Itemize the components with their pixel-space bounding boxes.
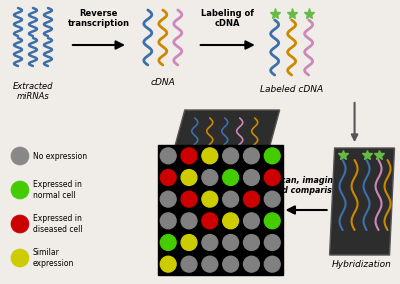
Circle shape: [181, 256, 197, 272]
Circle shape: [181, 191, 197, 207]
Circle shape: [202, 170, 218, 185]
Circle shape: [181, 213, 197, 229]
Circle shape: [244, 170, 259, 185]
Circle shape: [244, 148, 259, 164]
Text: cDNA: cDNA: [150, 78, 175, 87]
Circle shape: [264, 235, 280, 250]
Text: Probe design: Probe design: [195, 175, 254, 184]
Circle shape: [181, 170, 197, 185]
Circle shape: [223, 235, 238, 250]
Circle shape: [202, 191, 218, 207]
Circle shape: [264, 191, 280, 207]
Circle shape: [11, 249, 29, 267]
Text: No expression: No expression: [33, 151, 87, 160]
Circle shape: [244, 235, 259, 250]
Circle shape: [160, 213, 176, 229]
Text: Extracted
miRNAs: Extracted miRNAs: [13, 82, 53, 101]
Circle shape: [160, 148, 176, 164]
Circle shape: [181, 148, 197, 164]
Text: Hybridization: Hybridization: [332, 260, 392, 269]
Circle shape: [11, 147, 29, 165]
Circle shape: [223, 256, 238, 272]
Text: Reverse
transcription: Reverse transcription: [68, 9, 130, 28]
Bar: [158, 145, 283, 275]
Circle shape: [202, 148, 218, 164]
Circle shape: [202, 235, 218, 250]
Circle shape: [223, 148, 238, 164]
Circle shape: [160, 256, 176, 272]
Text: Labeling of
cDNA: Labeling of cDNA: [201, 9, 254, 28]
Circle shape: [264, 170, 280, 185]
Polygon shape: [330, 148, 394, 255]
Text: Expressed in
normal cell: Expressed in normal cell: [33, 180, 82, 200]
Text: Expressed in
diseased cell: Expressed in diseased cell: [33, 214, 82, 234]
Circle shape: [202, 256, 218, 272]
Circle shape: [264, 256, 280, 272]
Circle shape: [11, 181, 29, 199]
Circle shape: [160, 191, 176, 207]
Circle shape: [160, 170, 176, 185]
Text: Labeled cDNA: Labeled cDNA: [260, 85, 323, 94]
Circle shape: [181, 235, 197, 250]
Circle shape: [223, 191, 238, 207]
Circle shape: [244, 213, 259, 229]
Circle shape: [244, 191, 259, 207]
Circle shape: [223, 213, 238, 229]
Polygon shape: [170, 110, 280, 165]
Text: Similar
expression: Similar expression: [33, 248, 74, 268]
Circle shape: [264, 213, 280, 229]
Circle shape: [244, 256, 259, 272]
Circle shape: [202, 213, 218, 229]
Circle shape: [11, 215, 29, 233]
Circle shape: [264, 148, 280, 164]
Circle shape: [223, 170, 238, 185]
Circle shape: [160, 235, 176, 250]
Text: Scan, imaging
and comparison: Scan, imaging and comparison: [270, 176, 343, 195]
